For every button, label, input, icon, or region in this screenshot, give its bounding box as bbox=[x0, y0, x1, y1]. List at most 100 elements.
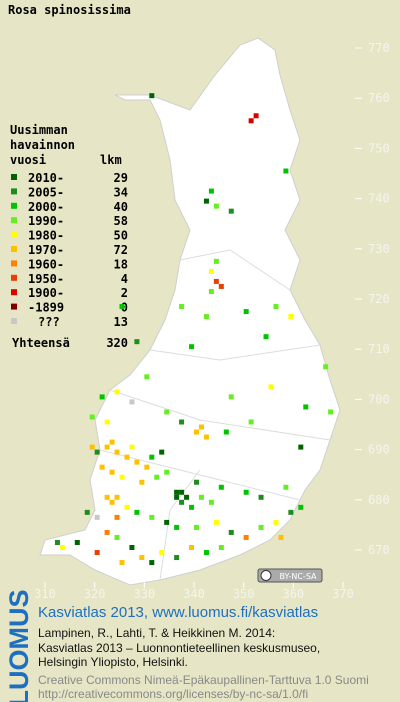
legend-label: 1980- bbox=[28, 229, 64, 243]
occurrence-square bbox=[154, 474, 160, 480]
occurrence-square bbox=[179, 489, 185, 495]
occurrence-square bbox=[203, 434, 209, 440]
occurrence-square bbox=[298, 504, 304, 510]
legend-label: ??? bbox=[38, 315, 60, 329]
occurrence-square bbox=[323, 364, 329, 370]
legend-count-header: lkm bbox=[100, 153, 122, 167]
northing-label: 770 bbox=[368, 41, 390, 55]
occurrence-square bbox=[94, 550, 100, 556]
legend-label: 1950- bbox=[28, 272, 64, 286]
occurrence-square bbox=[134, 509, 140, 515]
legend-count: 72 bbox=[114, 243, 128, 257]
occurrence-square bbox=[174, 555, 180, 561]
occurrence-square bbox=[179, 419, 185, 425]
legend-label: 2000- bbox=[28, 200, 64, 214]
legend-swatch bbox=[11, 202, 17, 209]
occurrence-square bbox=[104, 494, 110, 500]
occurrence-square bbox=[94, 514, 100, 520]
occurrence-square bbox=[208, 268, 214, 274]
occurrence-square bbox=[208, 188, 214, 194]
license-line: Creative Commons Nimeä-Epäkaupallinen-Ta… bbox=[38, 673, 369, 687]
occurrence-square bbox=[263, 334, 269, 340]
occurrence-square bbox=[198, 494, 204, 500]
occurrence-square bbox=[218, 545, 224, 550]
occurrence-square bbox=[288, 314, 294, 320]
northing-label: 690 bbox=[368, 443, 390, 457]
legend-header: vuosi bbox=[10, 153, 46, 167]
occurrence-square bbox=[228, 529, 234, 535]
occurrence-square bbox=[144, 464, 150, 470]
occurrence-square bbox=[328, 409, 334, 415]
occurrence-square bbox=[54, 539, 60, 545]
northing-label: 700 bbox=[368, 392, 390, 406]
legend-count: 18 bbox=[114, 257, 128, 271]
occurrence-square bbox=[124, 504, 130, 510]
occurrence-square bbox=[213, 203, 219, 209]
legend-label: 2005- bbox=[28, 185, 64, 199]
occurrence-square bbox=[208, 288, 214, 294]
occurrence-square bbox=[104, 529, 110, 535]
occurrence-square bbox=[139, 479, 145, 485]
occurrence-square bbox=[194, 524, 199, 530]
occurrence-square bbox=[208, 499, 214, 505]
legend-label: 2010- bbox=[28, 171, 64, 185]
occurrence-square bbox=[228, 394, 234, 400]
occurrence-square bbox=[194, 479, 199, 485]
occurrence-square bbox=[149, 93, 155, 99]
northing-label: 760 bbox=[368, 91, 390, 105]
occurrence-square bbox=[174, 489, 180, 495]
legend-count: 2 bbox=[121, 286, 128, 300]
occurrence-square bbox=[149, 560, 155, 566]
legend: Uusimman havainnon vuosi lkm bbox=[10, 123, 122, 167]
license-line: http://creativecommons.org/licenses/by-n… bbox=[38, 687, 308, 701]
northing-label: 740 bbox=[368, 192, 390, 206]
occurrence-square bbox=[303, 404, 309, 410]
occurrence-square bbox=[89, 444, 95, 450]
occurrence-square bbox=[213, 258, 219, 264]
species-title: Rosa spinosissima bbox=[8, 3, 131, 17]
occurrence-square bbox=[203, 550, 209, 556]
occurrence-square bbox=[218, 283, 224, 289]
legend-header: Uusimman bbox=[10, 123, 68, 137]
citation-line: Helsingin Yliopisto, Helsinki. bbox=[38, 655, 188, 669]
legend-count: 50 bbox=[114, 229, 128, 243]
occurrence-square bbox=[109, 439, 115, 445]
legend-count: 58 bbox=[114, 214, 128, 228]
occurrence-square bbox=[258, 524, 264, 530]
occurrence-square bbox=[139, 555, 145, 561]
occurrence-square bbox=[243, 534, 249, 540]
occurrence-square bbox=[248, 118, 254, 124]
occurrence-square bbox=[179, 499, 185, 505]
occurrence-square bbox=[129, 545, 135, 550]
legend-count: 13 bbox=[114, 315, 128, 329]
occurrence-square bbox=[189, 545, 195, 550]
legend-count: 34 bbox=[114, 185, 128, 199]
easting-label: 340 bbox=[183, 587, 205, 601]
northing-label: 750 bbox=[368, 141, 390, 155]
occurrence-square bbox=[258, 494, 264, 500]
legend-swatch bbox=[11, 174, 17, 180]
legend-swatch bbox=[11, 217, 17, 224]
total-count: 320 bbox=[106, 336, 128, 350]
legend-swatch bbox=[11, 246, 17, 252]
occurrence-square bbox=[198, 424, 204, 430]
legend-count: 4 bbox=[121, 272, 128, 286]
occurrence-square bbox=[159, 550, 165, 556]
occurrence-square bbox=[94, 449, 100, 455]
occurrence-square bbox=[119, 560, 125, 566]
occurrence-square bbox=[134, 459, 140, 465]
legend-swatch bbox=[11, 188, 17, 195]
region-borders bbox=[99, 249, 331, 581]
total-label: Yhteensä bbox=[12, 336, 70, 350]
occurrence-square bbox=[129, 444, 135, 450]
occurrence-square bbox=[243, 489, 249, 495]
northing-label: 670 bbox=[368, 543, 390, 557]
occurrence-square bbox=[114, 514, 120, 520]
occurrence-square bbox=[203, 314, 209, 320]
easting-label: 370 bbox=[332, 587, 354, 601]
occurrence-square bbox=[273, 519, 279, 525]
legend-header: havainnon bbox=[10, 138, 75, 152]
occurrence-square bbox=[228, 208, 234, 214]
legend-swatch bbox=[11, 303, 17, 310]
legend-label: 1970- bbox=[28, 243, 64, 257]
